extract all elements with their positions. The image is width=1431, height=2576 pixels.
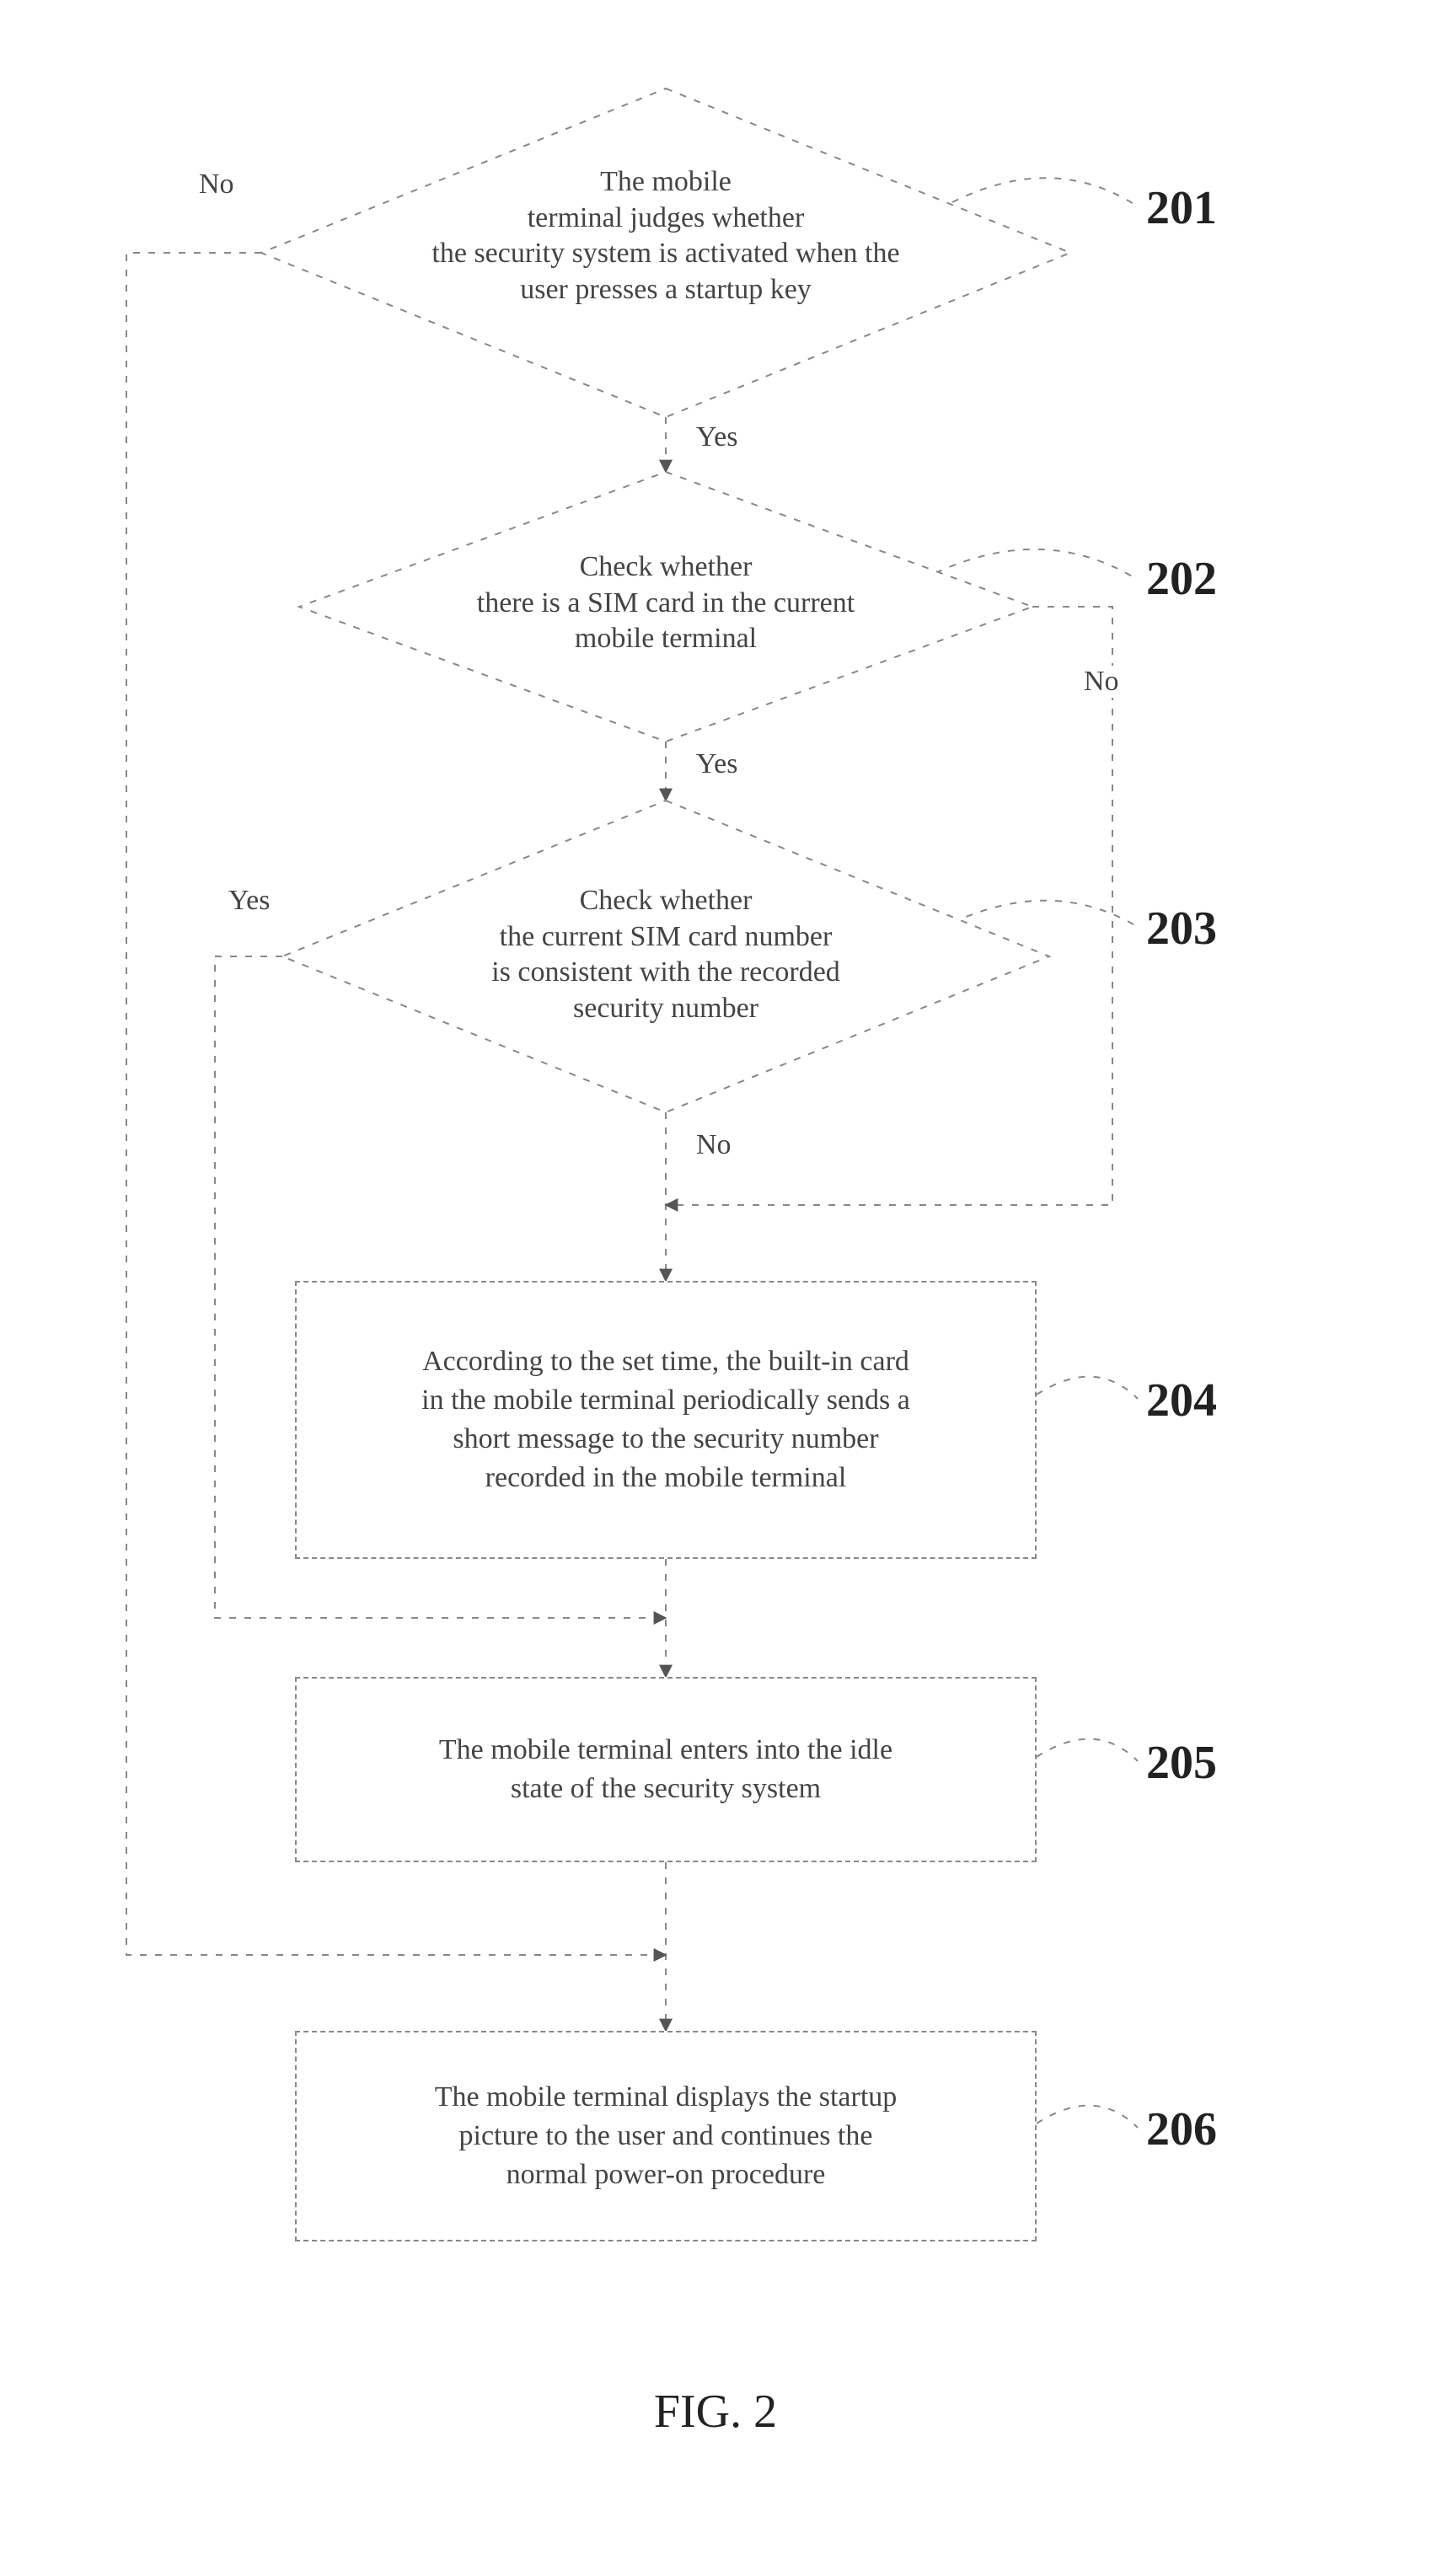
- process-206: The mobile terminal displays the startup…: [295, 2031, 1037, 2241]
- decision-203-text: Check whetherthe current SIM card number…: [400, 883, 931, 1026]
- flowchart-canvas: The mobileterminal judges whetherthe sec…: [0, 0, 1431, 2576]
- edge-label-203-yes: Yes: [223, 885, 275, 917]
- process-204-text: According to the set time, the built-in …: [421, 1342, 910, 1497]
- edge-label-201-yes: Yes: [691, 421, 742, 453]
- ref-205: 205: [1146, 1736, 1217, 1790]
- process-205: The mobile terminal enters into the idle…: [295, 1677, 1037, 1862]
- ref-201: 201: [1146, 181, 1217, 235]
- process-204: According to the set time, the built-in …: [295, 1281, 1037, 1559]
- edge-label-202-no: No: [1079, 666, 1124, 698]
- process-205-text: The mobile terminal enters into the idle…: [439, 1731, 892, 1808]
- edge-label-203-no: No: [691, 1129, 737, 1161]
- decision-202-text: Check whetherthere is a SIM card in the …: [396, 549, 935, 657]
- ref-206: 206: [1146, 2102, 1217, 2156]
- edge-label-202-yes: Yes: [691, 748, 742, 780]
- decision-201-text: The mobileterminal judges whetherthe sec…: [362, 164, 969, 308]
- edge-label-201-no: No: [194, 169, 239, 201]
- ref-202: 202: [1146, 552, 1217, 606]
- ref-203: 203: [1146, 902, 1217, 956]
- process-206-text: The mobile terminal displays the startup…: [435, 2078, 898, 2194]
- figure-label: FIG. 2: [0, 2385, 1431, 2439]
- ref-204: 204: [1146, 1374, 1217, 1427]
